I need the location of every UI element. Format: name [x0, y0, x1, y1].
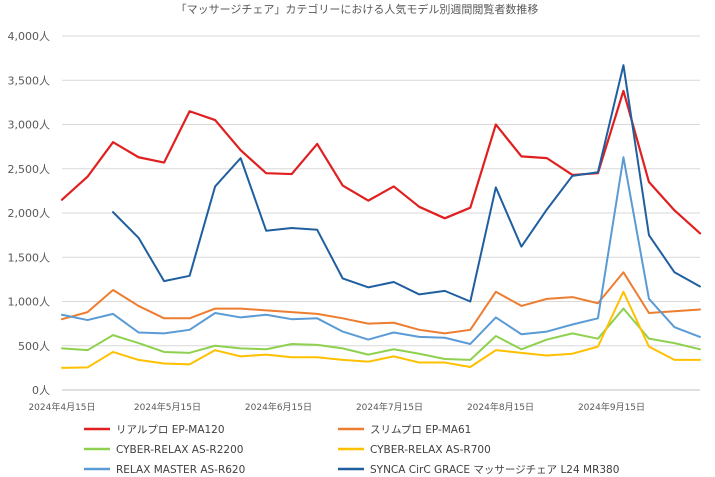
- x-tick-label: 2024年8月15日: [467, 401, 534, 413]
- legend-label: CYBER-RELAX AS-R700: [370, 444, 491, 456]
- legend-label: スリムプロ EP-MA61: [370, 424, 471, 436]
- legend-label: SYNCA CirC GRACE マッサージチェア L24 MR380: [370, 464, 619, 476]
- x-tick-label: 2024年5月15日: [134, 401, 201, 413]
- x-tick-label: 2024年7月15日: [356, 401, 423, 413]
- y-tick-label: 2,500人: [8, 163, 51, 176]
- y-axis-ticks: 0人 500人 1,000人 1,500人 2,000人 2,500人 3,000人 3,50…: [8, 30, 51, 397]
- y-tick-label: 3,000人: [8, 119, 51, 132]
- series-line-2: [61, 271, 701, 335]
- y-tick-label: 0人: [32, 384, 50, 397]
- legend: リアルプロ EP-MA120 スリムプロ EP-MA61 CYBER-RELAX A…: [84, 424, 619, 476]
- y-tick-label: 2,000人: [8, 207, 51, 220]
- series-line-1: [60, 89, 702, 235]
- x-axis-ticks: 2024年4月15日 2024年5月15日 2024年6月15日 2024年7月15日…: [28, 401, 645, 413]
- x-tick-label: 2024年6月15日: [245, 401, 312, 413]
- y-tick-label: 1,000人: [8, 296, 51, 309]
- series-line-3: [61, 307, 701, 361]
- y-tick-label: 4,000人: [8, 30, 51, 43]
- y-tick-label: 500人: [18, 340, 50, 353]
- y-tick-label: 3,500人: [8, 74, 51, 87]
- legend-label: RELAX MASTER AS-R620: [116, 464, 245, 476]
- chart-title: 「マッサージチェア」カテゴリーにおける人気モデル別週間閲覧者数推移: [176, 2, 539, 16]
- series-line-4: [61, 290, 701, 369]
- legend-label: CYBER-RELAX AS-R2200: [116, 444, 243, 456]
- series-line-6: [112, 64, 701, 303]
- legend-label: リアルプロ EP-MA120: [116, 424, 225, 436]
- y-tick-label: 1,500人: [8, 251, 51, 264]
- series-lines: [60, 64, 702, 369]
- series-line-5: [61, 156, 701, 345]
- gridlines: [62, 35, 700, 391]
- x-tick-label: 2024年4月15日: [28, 401, 95, 413]
- x-tick-label: 2024年9月15日: [578, 401, 645, 413]
